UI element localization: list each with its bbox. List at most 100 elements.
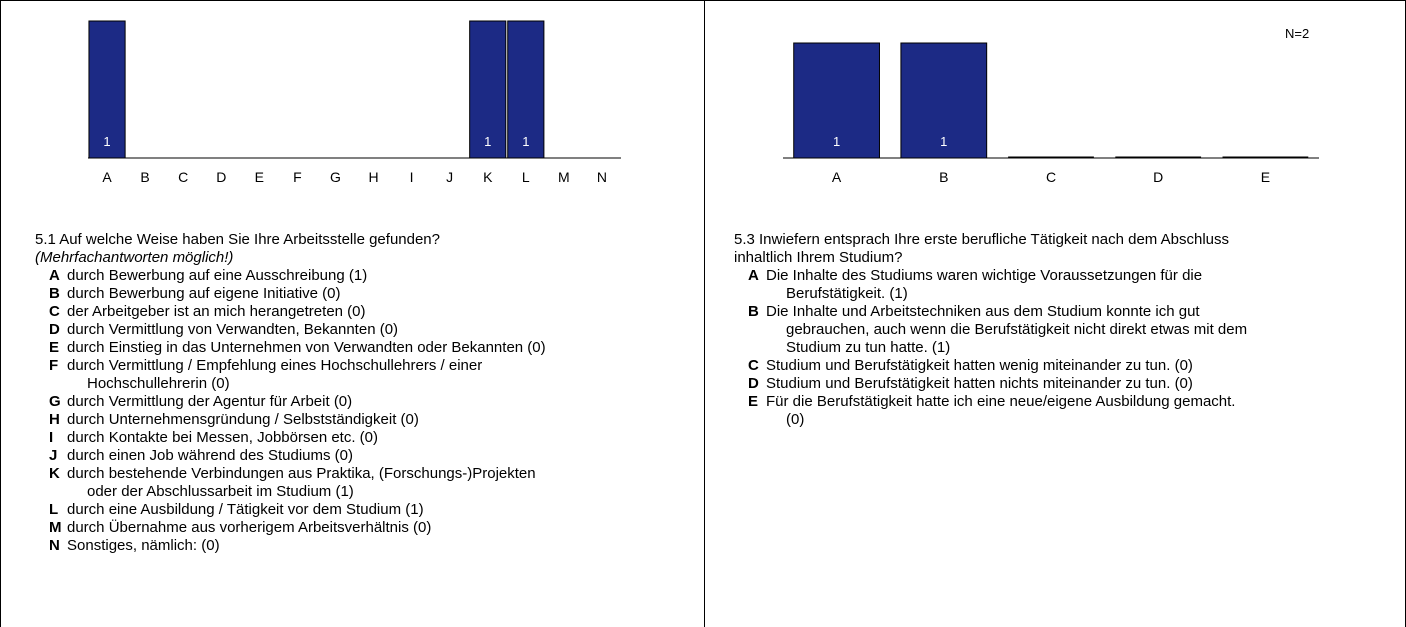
- option-text: Sonstiges, nämlich: (0): [65, 537, 220, 555]
- option-text-continuation: oder der Abschlussarbeit im Studium (1): [87, 483, 354, 500]
- option-text-continuation: (0): [786, 411, 805, 428]
- bar-a: [88, 20, 126, 159]
- option-key: J: [49, 447, 58, 464]
- bar-l: [507, 20, 545, 159]
- option-key: A: [49, 267, 60, 284]
- answer-option-d: D Studium und Berufstätigkeit hatten nich…: [734, 375, 1394, 393]
- bar-chart-5-3: 1 A 1 B C D E N=2: [783, 26, 1319, 185]
- tick-label-n: N: [597, 169, 607, 185]
- option-text-continuation: Hochschullehrerin (0): [87, 375, 230, 392]
- bar-b: [900, 42, 988, 159]
- data-label-k: 1: [484, 134, 491, 149]
- option-text-line: durch Bewerbung auf eigene Initiative (0…: [67, 285, 341, 302]
- option-text-line: durch bestehende Verbindungen aus Prakti…: [67, 465, 536, 482]
- tick-label-l: L: [522, 169, 530, 185]
- option-text: durch bestehende Verbindungen aus Prakti…: [65, 465, 536, 501]
- option-text-line: Die Inhalte und Arbeitstechniken aus dem…: [766, 303, 1200, 320]
- question-title: 5.3 Inwiefern entsprach Ihre erste beruf…: [734, 231, 1229, 248]
- option-text-line: Studium und Berufstätigkeit hatten wenig…: [766, 357, 1193, 374]
- data-label-a: 1: [103, 134, 110, 149]
- option-text: durch Vermittlung / Empfehlung eines Hoc…: [65, 357, 482, 393]
- option-key: K: [49, 465, 60, 482]
- option-text-line: Die Inhalte des Studiums waren wichtige …: [766, 267, 1203, 284]
- panel-question-5-3: 1 A 1 B C D E N=2 5.3 Inwiefern entsprach Ihre …: [704, 0, 1406, 627]
- tick-label-i: I: [410, 169, 414, 185]
- option-text: durch Vermittlung von Verwandten, Bekann…: [65, 321, 398, 339]
- option-key: A: [748, 267, 759, 284]
- option-text-continuation: Berufstätigkeit. (1): [786, 285, 908, 302]
- tick-label-d: D: [216, 169, 226, 185]
- answer-options: A Die Inhalte des Studiums waren wichtige…: [734, 267, 1394, 429]
- tick-label-m: M: [558, 169, 570, 185]
- answer-option-n: N Sonstiges, nämlich: (0): [35, 537, 695, 555]
- tick-label-b: B: [140, 169, 149, 185]
- n-label: N=2: [1285, 26, 1309, 41]
- option-text: der Arbeitgeber ist an mich herangetrete…: [65, 303, 366, 321]
- option-text-line: Sonstiges, nämlich: (0): [67, 537, 220, 554]
- option-text: durch Bewerbung auf eigene Initiative (0…: [65, 285, 341, 303]
- tick-label-c: C: [1046, 169, 1056, 185]
- option-key: I: [49, 429, 54, 446]
- data-label-a: 1: [833, 134, 840, 149]
- tick-label-g: G: [330, 169, 341, 185]
- option-text-line: durch Vermittlung der Agentur für Arbeit…: [67, 393, 353, 410]
- question-title-line2: inhaltlich Ihrem Studium?: [734, 249, 903, 266]
- tick-label-b: B: [939, 169, 948, 185]
- option-key: H: [49, 411, 60, 428]
- option-text-line: durch Bewerbung auf eine Ausschreibung (…: [67, 267, 368, 284]
- option-key: N: [49, 537, 60, 554]
- option-text: durch Übernahme aus vorherigem Arbeitsve…: [65, 519, 431, 537]
- option-key: M: [49, 519, 62, 536]
- option-text: durch eine Ausbildung / Tätigkeit vor de…: [65, 501, 424, 519]
- answer-option-e: E Für die Berufstätigkeit hatte ich eine …: [734, 393, 1394, 429]
- option-text: Studium und Berufstätigkeit hatten nicht…: [764, 375, 1193, 393]
- option-text-continuation: Studium zu tun hatte. (1): [786, 339, 951, 356]
- tick-label-f: F: [293, 169, 302, 185]
- option-text: Die Inhalte und Arbeitstechniken aus dem…: [764, 303, 1247, 357]
- option-text-line: durch Vermittlung von Verwandten, Bekann…: [67, 321, 399, 338]
- option-text: durch Bewerbung auf eine Ausschreibung (…: [65, 267, 367, 285]
- option-key: C: [49, 303, 60, 320]
- option-text-line: Studium und Berufstätigkeit hatten nicht…: [766, 375, 1193, 392]
- option-text-line: durch Vermittlung / Empfehlung eines Hoc…: [67, 357, 483, 374]
- answer-option-b: B Die Inhalte und Arbeitstechniken aus de…: [734, 303, 1394, 357]
- question-note: (Mehrfachantworten möglich!): [35, 249, 234, 266]
- option-key: G: [49, 393, 61, 410]
- option-text-line: durch Kontakte bei Messen, Jobbörsen etc…: [67, 429, 379, 446]
- tick-label-a: A: [832, 169, 842, 185]
- option-key: F: [49, 357, 59, 374]
- bar-a: [793, 42, 880, 159]
- option-text: durch Unternehmensgründung / Selbstständ…: [65, 411, 419, 429]
- bar-k: [469, 20, 507, 159]
- tick-label-e: E: [255, 169, 264, 185]
- option-text-line: durch Einstieg in das Unternehmen von Ve…: [67, 339, 546, 356]
- option-key: E: [748, 393, 759, 410]
- option-text-continuation: gebrauchen, auch wenn die Berufstätigkei…: [786, 321, 1248, 338]
- option-key: D: [748, 375, 759, 392]
- question-5-3: 5.3 Inwiefern entsprach Ihre erste beruf…: [734, 231, 1394, 429]
- option-text-line: Für die Berufstätigkeit hatte ich eine n…: [766, 393, 1236, 410]
- tick-label-d: D: [1153, 169, 1163, 185]
- option-text: durch Vermittlung der Agentur für Arbeit…: [65, 393, 352, 411]
- option-text: Studium und Berufstätigkeit hatten wenig…: [764, 357, 1193, 375]
- answer-option-c: C Studium und Berufstätigkeit hatten weni…: [734, 357, 1394, 375]
- option-text-line: durch Übernahme aus vorherigem Arbeitsve…: [67, 519, 432, 536]
- option-text: durch einen Job während des Studiums (0): [65, 447, 353, 465]
- option-key: E: [49, 339, 60, 356]
- option-text-line: durch einen Job während des Studiums (0): [67, 447, 353, 464]
- option-text-line: der Arbeitgeber ist an mich herangetrete…: [67, 303, 366, 320]
- option-key: L: [49, 501, 59, 518]
- data-label-b: 1: [940, 134, 947, 149]
